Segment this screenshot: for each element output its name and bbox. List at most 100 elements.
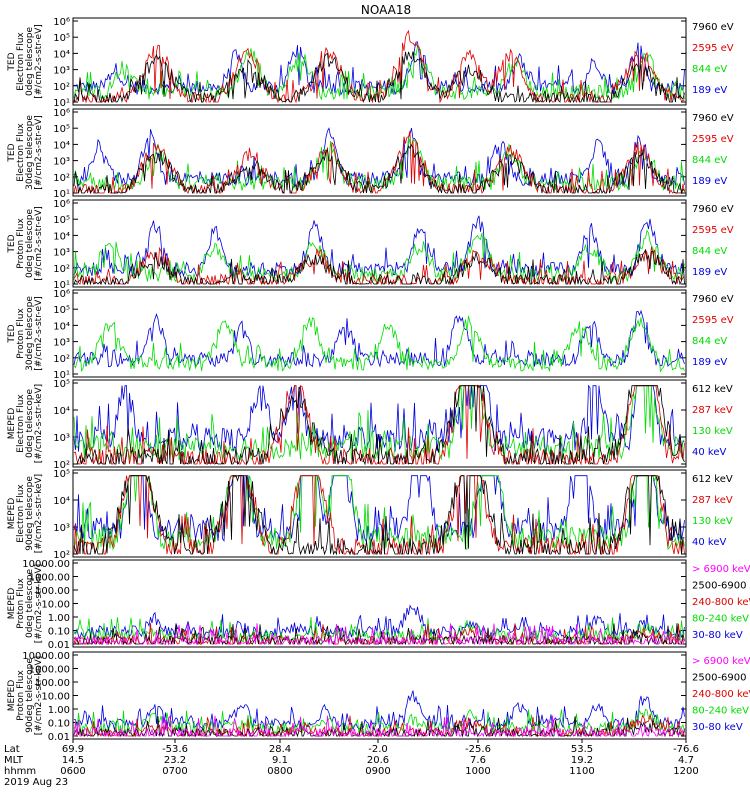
legend-entry: 844 eV — [692, 246, 727, 257]
y-axis-label-line: 90deg telescope — [25, 658, 35, 733]
y-tick-label: 10⁴ — [53, 49, 70, 60]
legend-entry: 2595 eV — [692, 315, 734, 326]
x-tick-label-mlt: 23.2 — [164, 755, 186, 766]
legend-entry: 189 eV — [692, 267, 727, 278]
panel-4: 10¹ 10² 10³ 10⁴ 10⁵ 10⁶ TED Proton Flux 30deg te… — [7, 289, 734, 381]
legend-entry: 7960 eV — [692, 22, 734, 33]
legend-entry: 7960 eV — [692, 204, 734, 215]
panel-frame — [72, 379, 687, 468]
x-tick-label-lat: -25.6 — [465, 744, 491, 755]
legend-entry: 7960 eV — [692, 113, 734, 124]
panel-8: 0.01 0.10 1.00 10.00 100.00 1000.00 10000.00 ME… — [7, 651, 750, 743]
y-tick-label: 10⁴ — [53, 140, 70, 151]
y-axis-label-line: Electron Flux — [16, 484, 26, 543]
panel-frame — [72, 469, 687, 558]
y-axis-label-line: TED — [7, 143, 17, 162]
legend-entry: 844 eV — [692, 64, 727, 75]
x-tick-label-lat: 28.4 — [269, 744, 291, 755]
y-tick-label: 0.01 — [48, 640, 70, 651]
y-tick-label: 10⁴ — [53, 231, 70, 242]
y-axis-label-line: Proton Flux — [16, 578, 26, 629]
panel-7: 0.01 0.10 1.00 10.00 100.00 1000.00 10000.00 ME… — [7, 559, 750, 651]
y-axis-label-line: 90deg telescope — [25, 476, 35, 551]
legend-entry: 80-240 keV — [692, 706, 749, 717]
y-tick-label: 10³ — [53, 523, 70, 534]
y-tick-label: 10² — [53, 264, 70, 275]
series-blue — [73, 475, 685, 544]
y-tick-label: 1000.00 — [29, 573, 70, 584]
y-tick-label: 10000.00 — [22, 651, 70, 662]
y-tick-label: 10⁵ — [53, 215, 70, 226]
legend-entry: 130 keV — [692, 516, 733, 527]
legend-entry: 612 keV — [692, 384, 733, 395]
legend-entry: 844 eV — [692, 155, 727, 166]
y-tick-label: 1000.00 — [29, 665, 70, 676]
x-tick-label-mlt: 20.6 — [367, 755, 389, 766]
y-axis-label-line: 0deg telescope — [25, 569, 35, 639]
y-tick-label: 10000.00 — [22, 559, 70, 570]
panel-5: 10² 10³ 10⁴ 10⁵ MEPED Electron Flux 0deg teles… — [7, 379, 733, 471]
y-tick-label: 10⁵ — [53, 469, 70, 480]
x-tick-label-hhmm: 0600 — [60, 766, 85, 777]
y-tick-label: 10² — [53, 173, 70, 184]
y-tick-label: 10² — [53, 550, 70, 561]
x-row-label: MLT — [4, 755, 24, 766]
y-axis-label-line: [#/cm2-s-str-keV] — [34, 656, 44, 735]
y-tick-label: 10⁶ — [53, 199, 70, 210]
series-black — [73, 475, 685, 556]
y-tick-label: 10⁴ — [53, 406, 70, 417]
series-magenta — [73, 714, 685, 738]
series-red — [73, 130, 685, 195]
y-tick-label: 10⁴ — [53, 321, 70, 332]
legend-entry: 189 eV — [692, 357, 727, 368]
y-axis-label-line: [#/cm2-s-str-eV] — [34, 296, 44, 371]
legend-entry: 40 keV — [692, 447, 726, 458]
y-tick-label: 10⁵ — [53, 33, 70, 44]
series-green — [73, 708, 685, 735]
series-magenta — [73, 623, 685, 646]
y-axis-label-line: MEPED — [7, 408, 17, 440]
y-axis-label-line: TED — [7, 234, 17, 253]
x-tick-label-hhmm: 1000 — [465, 766, 490, 777]
y-axis-label-line: Electron Flux — [16, 394, 26, 453]
series-blue — [73, 309, 685, 368]
legend-entry: 30-80 keV — [692, 722, 743, 733]
panel-6: 10² 10³ 10⁴ 10⁵ MEPED Electron Flux 90deg tele… — [7, 469, 733, 561]
y-tick-label: 10² — [53, 460, 70, 471]
x-tick-label-lat: -76.6 — [673, 744, 699, 755]
series-blue — [74, 604, 685, 640]
y-tick-label: 10⁵ — [53, 305, 70, 316]
legend-entry: > 6900 keV — [692, 656, 750, 667]
x-tick-label-hhmm: 0700 — [162, 766, 187, 777]
y-tick-label: 100.00 — [35, 586, 70, 597]
panel-1: 10¹ 10² 10³ 10⁴ 10⁵ 10⁶ TED Electron Flux 0deg t… — [7, 17, 734, 109]
legend-entry: 30-80 keV — [692, 630, 743, 641]
y-tick-label: 10⁶ — [53, 17, 70, 28]
series-blue — [73, 215, 685, 278]
legend-entry: 40 keV — [692, 537, 726, 548]
y-axis-label-line: 30deg telescope — [25, 115, 35, 190]
y-axis-label-line: Electron Flux — [16, 123, 26, 182]
x-tick-label-mlt: 4.7 — [678, 755, 694, 766]
series-green — [73, 315, 685, 373]
y-axis-label-line: [#/cm2-s-str-keV] — [34, 474, 44, 553]
legend-entry: 2595 eV — [692, 43, 734, 54]
y-tick-label: 1.00 — [48, 613, 70, 624]
y-axis-label-line: [#/cm2-s-str-keV] — [34, 564, 44, 643]
legend-entry: > 6900 keV — [692, 564, 750, 575]
y-tick-label: 10⁵ — [53, 124, 70, 135]
x-row-label: hhmm — [4, 766, 36, 777]
y-tick-label: 10¹ — [53, 98, 70, 109]
y-axis-label-line: MEPED — [7, 680, 17, 712]
y-tick-label: 10⁵ — [53, 379, 70, 390]
x-tick-label-hhmm: 0900 — [365, 766, 390, 777]
x-tick-label-hhmm: 1200 — [673, 766, 698, 777]
panel-3: 10¹ 10² 10³ 10⁴ 10⁵ 10⁶ TED Proton Flux 0deg tel… — [7, 199, 734, 291]
legend-entry: 287 keV — [692, 495, 733, 506]
y-axis-label-line: 30deg telescope — [25, 296, 35, 371]
panel-frame — [72, 289, 687, 378]
y-tick-label: 0.01 — [48, 732, 70, 743]
legend-entry: 2595 eV — [692, 225, 734, 236]
y-axis-label-line: TED — [7, 324, 17, 343]
legend-entry: 189 eV — [692, 176, 727, 187]
